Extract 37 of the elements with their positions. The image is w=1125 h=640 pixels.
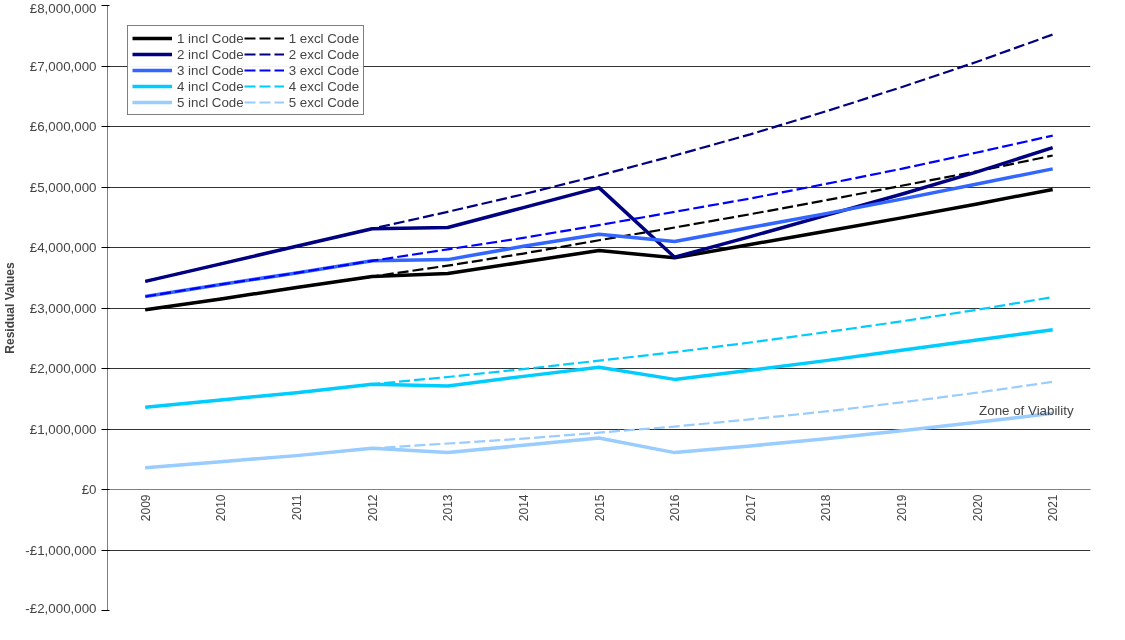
- y-tick-label: £3,000,000: [29, 300, 97, 316]
- annotation: Zone of Viability: [979, 403, 1074, 419]
- legend-label: 3 excl Code: [288, 62, 360, 78]
- x-tick-label: 2012: [365, 494, 380, 522]
- line-series: [144, 134, 1054, 298]
- x-tick-label: 2009: [138, 494, 153, 522]
- x-tick-label: 2017: [743, 494, 758, 522]
- x-tick-label: 2021: [1046, 494, 1061, 522]
- legend-label: 1 excl Code: [288, 30, 360, 46]
- y-tick-label: £2,000,000: [29, 361, 97, 376]
- y-tick-label: £1,000,000: [29, 421, 97, 437]
- x-tick-label: 2014: [516, 494, 531, 522]
- y-tick-label: £4,000,000: [29, 240, 97, 255]
- y-tick-label: -£1,000,000: [25, 542, 97, 558]
- y-tick-label: -£2,000,000: [25, 600, 97, 616]
- y-tick-label: £6,000,000: [29, 119, 97, 134]
- y-axis-title: Residual Values: [3, 261, 18, 354]
- x-tick-label: 2016: [668, 494, 683, 522]
- x-tick-label: 2010: [214, 494, 229, 522]
- x-tick-label: 2019: [894, 494, 909, 522]
- y-tick-label: £0: [81, 482, 97, 497]
- legend-label: 1 incl Code: [177, 30, 244, 46]
- y-tick-label: £5,000,000: [29, 179, 97, 195]
- x-tick-label: 2020: [970, 494, 985, 522]
- legend-label: 3 incl Code: [177, 62, 244, 78]
- legend-label: 5 excl Code: [288, 94, 360, 110]
- legend-label: 5 incl Code: [177, 94, 244, 110]
- y-tick-label: £8,000,000: [29, 0, 97, 16]
- x-tick-label: 2011: [290, 494, 305, 521]
- x-tick-label: 2015: [592, 494, 607, 522]
- x-tick-label: 2018: [819, 494, 834, 522]
- y-tick-label: £7,000,000: [29, 58, 97, 74]
- x-tick-label: 2013: [441, 494, 456, 522]
- legend-label: 2 excl Code: [288, 46, 360, 62]
- legend-label: 4 incl Code: [177, 78, 244, 94]
- legend-label: 4 excl Code: [288, 78, 360, 94]
- legend-label: 2 incl Code: [177, 46, 244, 62]
